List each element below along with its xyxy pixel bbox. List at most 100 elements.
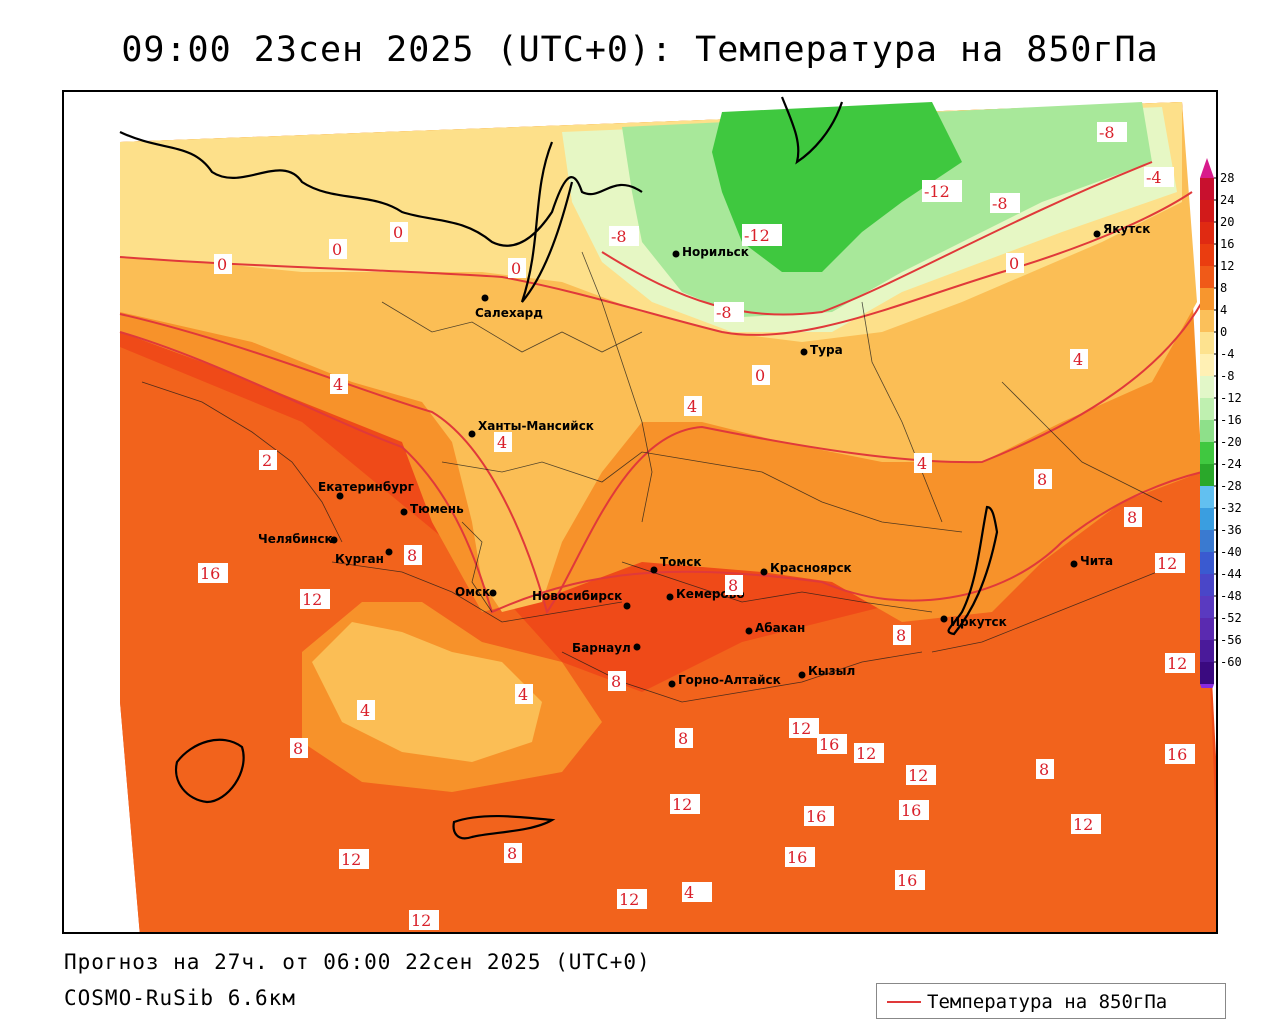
iso-label: -8: [1097, 122, 1127, 142]
svg-text:Тюмень: Тюмень: [410, 502, 464, 516]
svg-text:0: 0: [511, 259, 521, 278]
colorbar-tick-label: -60: [1220, 655, 1242, 669]
svg-text:12: 12: [1167, 654, 1187, 673]
isotherm-zero: [119, 191, 1193, 336]
svg-text:Барнаул: Барнаул: [572, 641, 631, 655]
colorbar-cell: [1200, 530, 1214, 552]
colorbar-cell: [1200, 376, 1214, 398]
isotherm-labels: 0 0 0 0 -8 -12 -12 -8 -8 -4 0 -8 0 4 4 4…: [198, 122, 1195, 930]
city-krasnoyarsk: Красноярск: [760, 561, 852, 576]
iso-label: 12: [409, 910, 439, 930]
colorbar-tick-label: -8: [1220, 369, 1234, 383]
colorbar-cell: [1200, 596, 1214, 618]
iso-label: 4: [682, 882, 712, 902]
iso-label: 0: [1006, 253, 1024, 273]
svg-text:Новосибирск: Новосибирск: [532, 589, 622, 603]
svg-text:Иркутск: Иркутск: [950, 615, 1007, 629]
city-tura: Тура: [800, 343, 843, 357]
colorbar-cell: [1200, 442, 1214, 464]
city-chelyabinsk: Челябинск: [258, 532, 338, 546]
svg-text:12: 12: [791, 719, 811, 738]
iso-label: -12: [742, 224, 782, 246]
iso-label: 0: [214, 254, 232, 274]
yamal-peninsula: [520, 141, 574, 303]
colorbar-top-arrow: [1200, 158, 1214, 178]
svg-text:0: 0: [755, 366, 765, 385]
colorbar-bottom-arrow: [1200, 684, 1214, 688]
svg-text:4: 4: [917, 454, 927, 473]
svg-text:-8: -8: [716, 303, 732, 322]
svg-text:4: 4: [333, 375, 343, 394]
iso-label: 8: [1034, 469, 1052, 489]
iso-label: 8: [675, 728, 693, 748]
svg-text:8: 8: [1127, 508, 1137, 527]
svg-text:Омск: Омск: [455, 585, 490, 599]
city-kyzyl: Кызыл: [798, 664, 855, 679]
svg-text:0: 0: [332, 240, 342, 259]
svg-text:-12: -12: [744, 226, 770, 245]
iso-label: 12: [1155, 553, 1185, 573]
taymyr-coast: [780, 96, 844, 165]
colorbar-tick-label: -4: [1220, 347, 1234, 361]
coastlines: [119, 96, 999, 840]
svg-text:4: 4: [687, 397, 697, 416]
iso-label: 16: [817, 734, 847, 754]
model-info: COSMO-RuSib 6.6км: [64, 986, 296, 1010]
zone-4-8-west: [312, 622, 542, 762]
city-gorno-altaysk: Горно-Алтайск: [668, 673, 781, 688]
city-irkutsk: Иркутск: [940, 615, 1007, 629]
city-tomsk: Томск: [650, 555, 702, 574]
svg-text:Тура: Тура: [810, 343, 843, 357]
svg-text:16: 16: [897, 871, 917, 890]
svg-text:8: 8: [728, 576, 738, 595]
balkhash-lake: [452, 814, 556, 840]
svg-text:Салехард: Салехард: [475, 306, 543, 320]
svg-text:4: 4: [518, 685, 528, 704]
forecast-info: Прогноз на 27ч. от 06:00 22сен 2025 (UTC…: [64, 950, 651, 974]
colorbar-tick-label: 0: [1220, 325, 1227, 339]
svg-text:16: 16: [200, 564, 220, 583]
svg-text:-8: -8: [611, 227, 627, 246]
svg-text:8: 8: [407, 546, 417, 565]
colorbar-tick-label: -52: [1220, 611, 1242, 625]
iso-label: 8: [1124, 507, 1142, 527]
city-khanty-mansiysk: Ханты-Мансийск: [468, 419, 594, 438]
iso-label: 4: [914, 453, 932, 473]
colorbar-cell: [1200, 288, 1214, 310]
iso-label: 8: [1036, 759, 1054, 779]
city-omsk: Омск: [455, 585, 497, 599]
svg-text:-8: -8: [1099, 123, 1115, 142]
colorbar-tick-label: -32: [1220, 501, 1242, 515]
svg-text:12: 12: [411, 911, 431, 930]
iso-label: 0: [508, 258, 526, 278]
iso-label: 8: [504, 843, 522, 863]
svg-text:Курган: Курган: [335, 552, 384, 566]
svg-text:12: 12: [1157, 554, 1177, 573]
iso-label: 4: [684, 396, 702, 416]
colorbar-tick-label: -48: [1220, 589, 1242, 603]
iso-label: 16: [899, 800, 929, 820]
iso-label: 8: [404, 545, 422, 565]
legend-line-swatch: [887, 1001, 921, 1003]
colorbar-cell: [1200, 310, 1214, 332]
iso-label: 12: [339, 849, 369, 869]
iso-label: 16: [198, 563, 228, 583]
svg-text:4: 4: [497, 433, 507, 452]
svg-text:Чита: Чита: [1080, 554, 1113, 568]
colorbar-tick-label: 4: [1220, 303, 1227, 317]
colorbar-cell: [1200, 486, 1214, 508]
svg-text:12: 12: [341, 850, 361, 869]
svg-text:4: 4: [1073, 350, 1083, 369]
svg-text:8: 8: [678, 729, 688, 748]
iso-label: 4: [494, 432, 512, 452]
svg-text:Норильск: Норильск: [682, 245, 749, 259]
colorbar-tick-label: -12: [1220, 391, 1242, 405]
iso-label: 8: [893, 625, 911, 645]
svg-text:Екатеринбург: Екатеринбург: [318, 480, 414, 494]
svg-text:8: 8: [611, 672, 621, 691]
svg-text:0: 0: [217, 255, 227, 274]
colorbar-cell: [1200, 244, 1214, 266]
svg-text:-4: -4: [1146, 168, 1162, 187]
colorbar-cell: [1200, 662, 1214, 684]
iso-label: 16: [895, 870, 925, 890]
